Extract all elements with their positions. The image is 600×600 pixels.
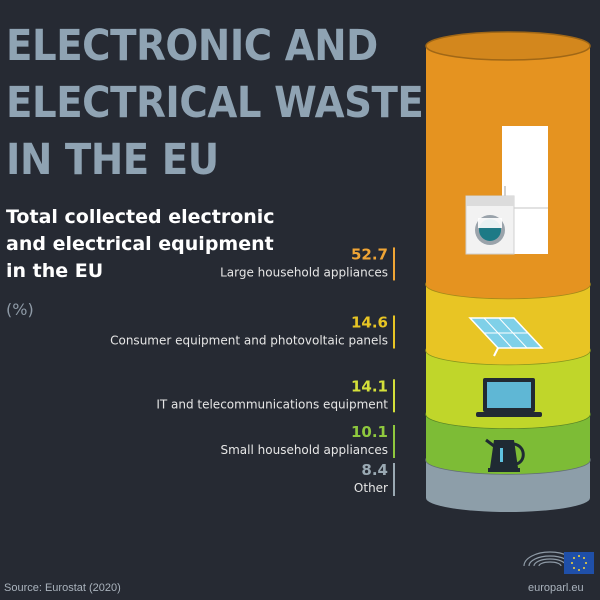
subtitle-line: and electrical equipment <box>6 233 274 255</box>
source-note: Source: Eurostat (2020) <box>4 582 121 594</box>
subtitle: Total collected electronic and electrica… <box>6 204 275 285</box>
category-label: Other <box>354 481 388 495</box>
cylinder-segment <box>426 459 590 512</box>
value-label: 8.4 <box>361 461 388 479</box>
eu-flag-icon <box>564 552 594 574</box>
kettle-spout <box>485 438 495 448</box>
title-line: ELECTRONIC AND <box>6 21 378 71</box>
fridge-washer-icon <box>465 126 548 255</box>
value-label: 10.1 <box>351 423 388 441</box>
laptop-base <box>476 412 542 417</box>
value-label: 14.1 <box>351 377 388 395</box>
solar-panel-icon <box>468 317 544 357</box>
category-label: Consumer equipment and photovoltaic pane… <box>110 334 388 348</box>
category-label: Small household appliances <box>221 443 389 457</box>
site-url: europarl.eu <box>528 582 584 594</box>
main-title: ELECTRONIC AND ELECTRICAL WASTE IN THE E… <box>6 18 424 189</box>
european-parliament-logo <box>523 551 594 574</box>
kettle-window <box>500 448 503 462</box>
fridge-handle <box>504 186 506 198</box>
laptop-screen <box>487 382 531 408</box>
unit-label: (%) <box>6 300 34 319</box>
value-label: 52.7 <box>351 245 388 263</box>
value-label: 14.6 <box>351 314 388 332</box>
title-line: ELECTRICAL WASTE <box>6 78 424 128</box>
subtitle-line: Total collected electronic <box>6 206 275 228</box>
title-line: IN THE EU <box>6 135 219 185</box>
category-label: Large household appliances <box>220 265 388 279</box>
cylinder-top <box>425 31 591 61</box>
subtitle-line: in the EU <box>6 260 104 282</box>
washer-panel <box>466 196 514 206</box>
kettle-handle <box>513 442 525 466</box>
category-label: IT and telecommunications equipment <box>156 397 388 411</box>
kettle-base <box>488 468 520 472</box>
washer-highlight <box>478 218 502 228</box>
laptop-icon <box>476 378 542 417</box>
kettle-body <box>490 440 518 468</box>
panel-stand <box>493 347 499 357</box>
kettle-icon <box>485 438 525 472</box>
